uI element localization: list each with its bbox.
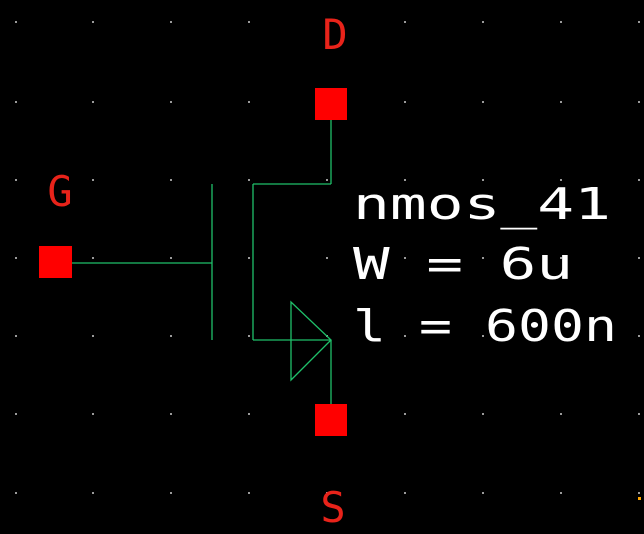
length-property: l = 600n (353, 301, 617, 352)
grid-dot (92, 179, 94, 181)
grid-dot (560, 413, 562, 415)
grid-dot (404, 335, 406, 337)
grid-dot (170, 335, 172, 337)
grid-dot (15, 21, 17, 23)
grid-dot (560, 492, 562, 494)
grid-dot (326, 179, 328, 181)
grid-dot (404, 492, 406, 494)
grid-dot (482, 335, 484, 337)
grid-dot (92, 257, 94, 259)
source-arrow (290, 300, 332, 382)
grid-dot (404, 101, 406, 103)
grid-dot (560, 21, 562, 23)
grid-dot (482, 101, 484, 103)
drain-pin[interactable] (315, 88, 347, 120)
grid-dot (170, 257, 172, 259)
grid-dot (482, 492, 484, 494)
source-pin[interactable] (315, 404, 347, 436)
grid-dot (560, 179, 562, 181)
grid-dot (638, 335, 640, 337)
grid-dot (560, 101, 562, 103)
grid-dot (482, 21, 484, 23)
source-pin-label: S (320, 483, 345, 532)
grid-dot (170, 101, 172, 103)
grid-dot (638, 413, 640, 415)
grid-dot (248, 179, 250, 181)
grid-dot (326, 257, 328, 259)
grid-dot (248, 21, 250, 23)
grid-dots (15, 21, 641, 500)
grid-dot (15, 413, 17, 415)
grid-dot (170, 179, 172, 181)
grid-dot (248, 257, 250, 259)
grid-dot (170, 492, 172, 494)
grid-dot (482, 257, 484, 259)
grid-dot (15, 179, 17, 181)
drain-pin-label: D (322, 10, 347, 59)
nmos-symbol[interactable] (72, 120, 332, 404)
grid-dot (404, 413, 406, 415)
grid-dot-accent (638, 497, 641, 500)
grid-dot (15, 257, 17, 259)
grid-dot (638, 492, 640, 494)
grid-dot (638, 257, 640, 259)
grid-dot (15, 101, 17, 103)
grid-dot (638, 179, 640, 181)
grid-dot (248, 101, 250, 103)
instance-name: nmos_41 (353, 179, 611, 230)
grid-dot (170, 21, 172, 23)
grid-dot (92, 335, 94, 337)
grid-dot (248, 492, 250, 494)
grid-dot (560, 257, 562, 259)
grid-dot (92, 413, 94, 415)
grid-dot (404, 257, 406, 259)
gate-pin[interactable] (39, 246, 72, 278)
grid-dot (15, 492, 17, 494)
grid-dot (638, 101, 640, 103)
grid-dot (326, 492, 328, 494)
grid-dot (482, 179, 484, 181)
grid-dot (560, 335, 562, 337)
grid-dot (92, 101, 94, 103)
grid-dot (404, 21, 406, 23)
grid-dot (404, 179, 406, 181)
grid-dot (92, 21, 94, 23)
grid-dot (92, 492, 94, 494)
width-property: W = 6u (353, 239, 573, 290)
grid-dot (638, 21, 640, 23)
grid-dot (248, 413, 250, 415)
gate-pin-label: G (47, 167, 72, 216)
grid-dot (15, 335, 17, 337)
grid-dot (482, 413, 484, 415)
grid-dot (170, 413, 172, 415)
grid-dot (248, 335, 250, 337)
grid-dot (326, 21, 328, 23)
